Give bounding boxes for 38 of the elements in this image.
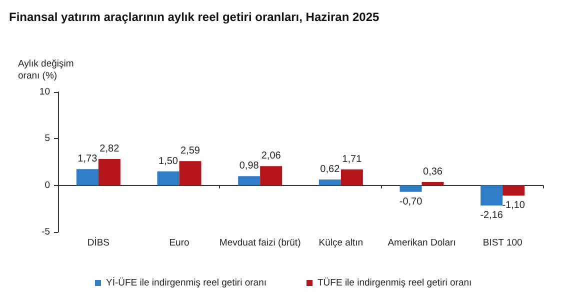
bar	[422, 182, 444, 186]
bar	[480, 185, 503, 206]
x-tick-label: Mevduat faizi (brüt)	[219, 238, 301, 248]
data-label: -2,16	[480, 210, 504, 221]
x-tick-label: Euro	[169, 238, 190, 248]
bar	[400, 185, 422, 192]
bar	[260, 166, 282, 186]
y-tick-label: 10	[39, 86, 50, 98]
data-label: 1,71	[342, 154, 362, 165]
y-tick-label: 5	[44, 133, 50, 144]
data-label: 2,59	[180, 146, 200, 157]
data-label: 0,36	[423, 166, 443, 178]
x-tick-label: DİBS	[87, 236, 110, 248]
bar	[238, 176, 260, 186]
data-label: 1,50	[158, 156, 178, 167]
bar	[318, 180, 341, 186]
legend-label: TÜFE ile indirgenmiş reel getiri oranı	[318, 278, 472, 288]
data-label: 0,62	[320, 164, 340, 176]
y-tick-label: -5	[42, 226, 50, 238]
data-label: 2,82	[100, 144, 120, 155]
bar	[157, 171, 180, 186]
bar	[76, 169, 98, 186]
chart-title: Finansal yatırım araçlarının aylık reel getiri oranları, Haziran 2025	[9, 10, 380, 24]
y-axis-title: Aylık değişim oranı (%)	[18, 58, 76, 82]
data-label: -1,10	[502, 200, 526, 212]
legend-label: Yİ-ÜFE ile indirgenmiş reel getiri oranı	[106, 276, 267, 288]
bar	[502, 185, 525, 196]
x-tick-label: Külçe altın	[318, 238, 364, 248]
data-label: 2,06	[261, 150, 282, 162]
data-label: 0,98	[239, 160, 260, 172]
data-label: 1,73	[78, 154, 98, 165]
y-tick-label: 0	[44, 180, 50, 191]
bar	[340, 169, 363, 186]
data-label: -0,70	[399, 196, 423, 208]
x-tick-label: BIST 100	[482, 238, 522, 248]
bar	[98, 159, 120, 186]
x-tick-label: Amerikan Doları	[388, 238, 456, 248]
bar	[179, 161, 202, 186]
